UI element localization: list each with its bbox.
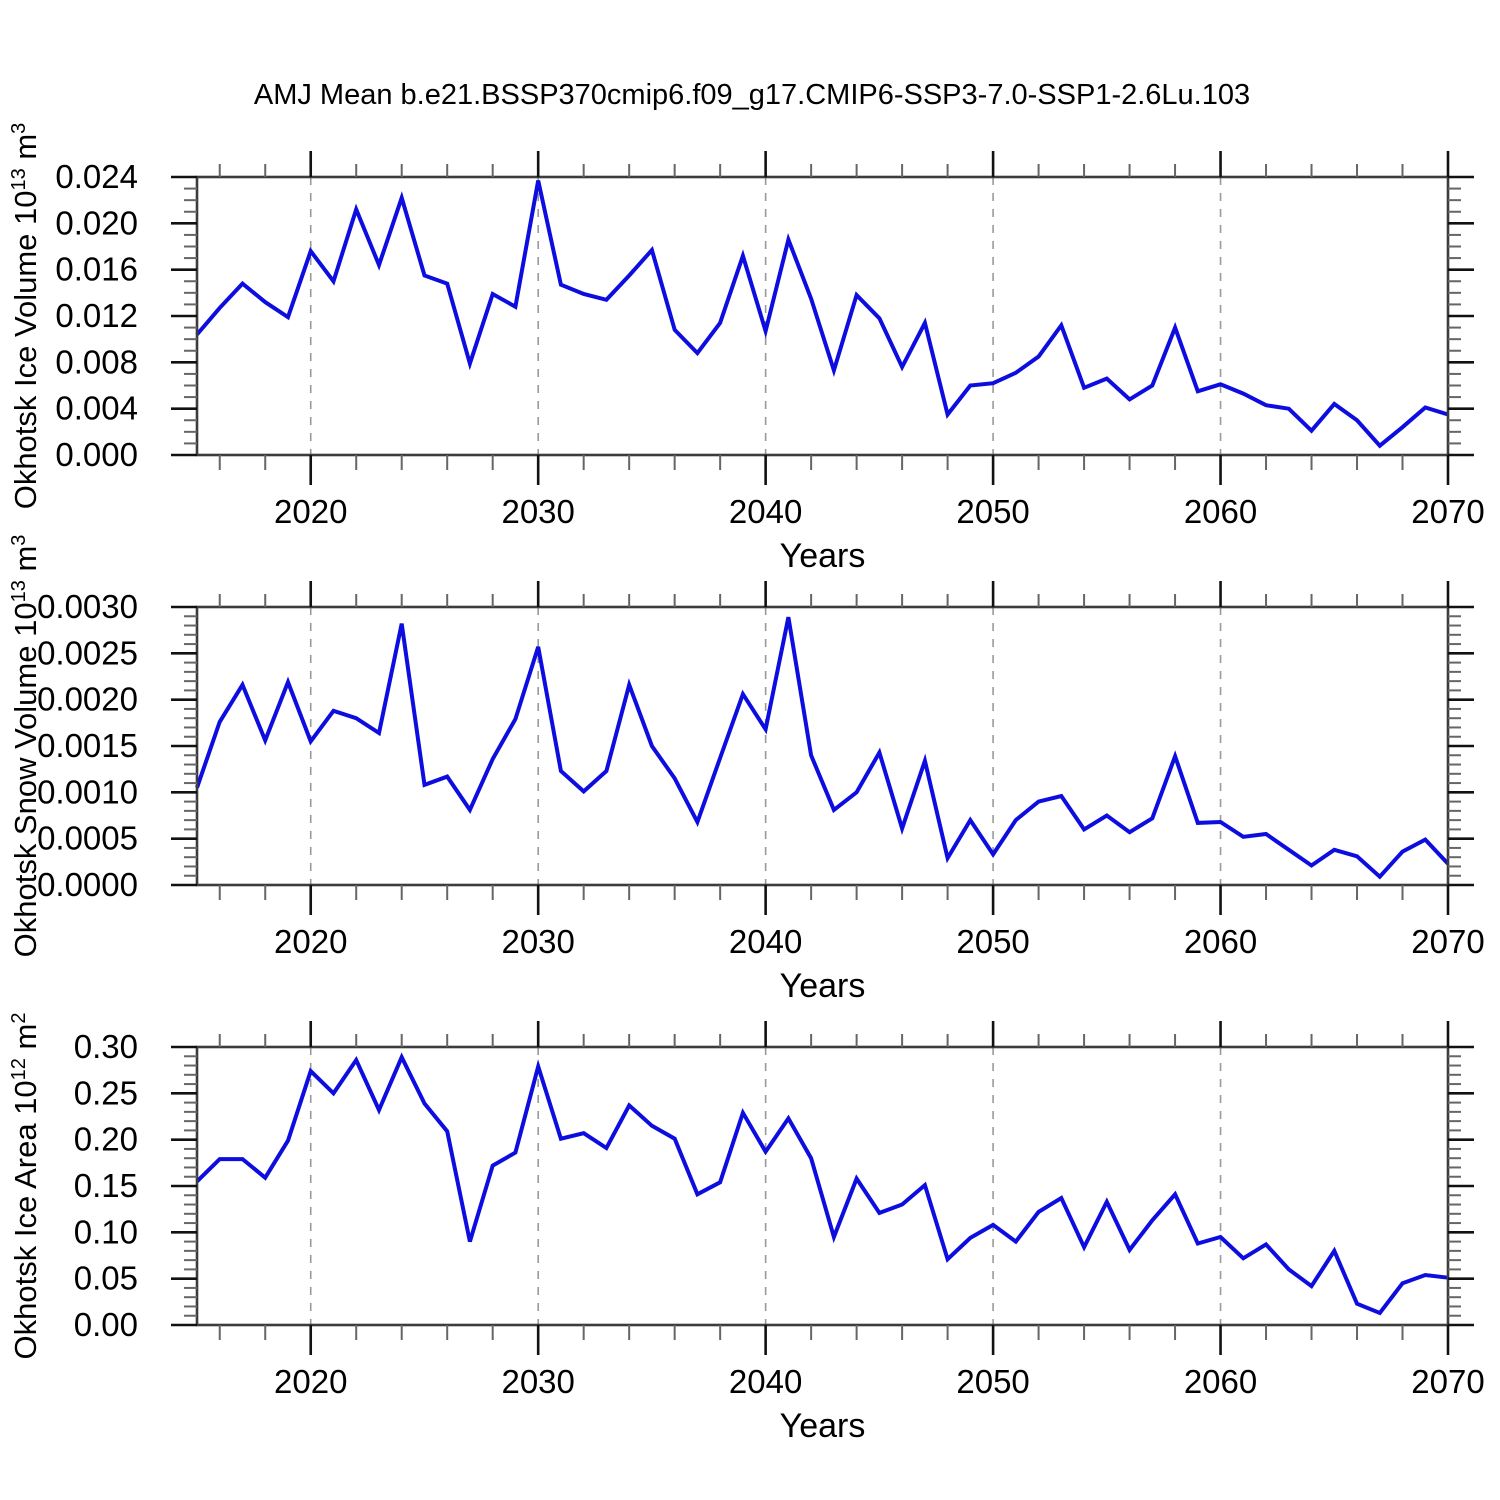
data-line (195, 616, 1450, 880)
y-axis-tick-label: 0.0000 (37, 866, 138, 903)
x-axis-label: Years (780, 1407, 866, 1445)
y-axis-tick-label: 0.012 (55, 297, 138, 334)
y-axis-tick-label: 0.0005 (37, 820, 138, 857)
plot-frame (195, 175, 1450, 457)
x-axis-tick-label: 2050 (956, 493, 1029, 530)
axis-ticks (171, 151, 1474, 485)
snow-volume-chart: 2020 2030 2040 2050 2060 2070 0.0000 0.0005 0.00… (8, 535, 1485, 1005)
y-axis-tick-label: 0.000 (55, 436, 138, 473)
y-axis-tick-label: 0.008 (55, 343, 138, 380)
y-axis-tick-label: 0.05 (74, 1260, 138, 1297)
y-axis-tick-label: 0.15 (74, 1167, 138, 1204)
x-axis-tick-label: 2070 (1411, 493, 1484, 530)
x-axis-tick-label: 2050 (956, 923, 1029, 960)
x-axis-tick-label: 2040 (729, 923, 802, 960)
x-axis-tick-label: 2030 (501, 923, 574, 960)
y-axis-tick-label: 0.016 (55, 251, 138, 288)
y-axis-tick-label: 0.0025 (37, 634, 138, 671)
axis-ticks (171, 581, 1474, 915)
x-axis-tick-label: 2060 (1184, 1363, 1257, 1400)
x-axis-tick-label: 2070 (1411, 923, 1484, 960)
charts-root: 2020 2030 2040 2050 2060 2070 0.000 0.004 0.008 0… (8, 123, 1485, 1445)
x-axis-tick-label: 2050 (956, 1363, 1029, 1400)
data-line (195, 1052, 1449, 1316)
x-axis-tick-label: 2020 (274, 923, 347, 960)
data-line (195, 180, 1449, 449)
x-axis-tick-label: 2070 (1411, 1363, 1484, 1400)
y-axis-tick-label: 0.0030 (37, 588, 138, 625)
x-axis-tick-label: 2060 (1184, 493, 1257, 530)
ice-volume-chart: 2020 2030 2040 2050 2060 2070 0.000 0.004 0.008 0… (8, 123, 1485, 575)
y-axis-label: Okhotsk Ice Volume 1013 m3 (8, 123, 43, 510)
y-axis-tick-label: 0.30 (74, 1028, 138, 1065)
x-axis-tick-label: 2040 (729, 493, 802, 530)
y-axis-tick-label: 0.0020 (37, 681, 138, 718)
y-axis-tick-label: 0.20 (74, 1121, 138, 1158)
figure-title: AMJ Mean b.e21.BSSP370cmip6.f09_g17.CMIP… (254, 79, 1250, 111)
y-axis-tick-label: 0.024 (55, 158, 138, 195)
x-axis-tick-label: 2030 (501, 1363, 574, 1400)
y-axis-label: Okhotsk Ice Area 1012 m2 (8, 1013, 43, 1360)
y-axis-tick-label: 0.020 (55, 204, 138, 241)
axis-ticks (171, 1021, 1474, 1355)
plot-frame (195, 605, 1450, 887)
y-axis-label: Okhotsk Snow Volume 1013 m3 (8, 535, 43, 958)
plot-frame (195, 1045, 1450, 1327)
x-axis-tick-label: 2060 (1184, 923, 1257, 960)
y-axis-tick-label: 0.0010 (37, 773, 138, 810)
x-axis-tick-label: 2020 (274, 1363, 347, 1400)
x-axis-tick-label: 2030 (501, 493, 574, 530)
y-axis-tick-label: 0.10 (74, 1213, 138, 1250)
x-axis-tick-label: 2020 (274, 493, 347, 530)
ice-area-chart: 2020 2030 2040 2050 2060 2070 0.00 0.05 0.10 0.15… (8, 1013, 1485, 1445)
y-axis-tick-label: 0.0015 (37, 727, 138, 764)
y-axis-tick-label: 0.00 (74, 1306, 138, 1343)
x-axis-label: Years (780, 967, 866, 1005)
x-axis-label: Years (780, 537, 866, 575)
x-axis-tick-label: 2040 (729, 1363, 802, 1400)
y-axis-tick-label: 0.25 (74, 1074, 138, 1111)
y-axis-tick-label: 0.004 (55, 390, 138, 427)
